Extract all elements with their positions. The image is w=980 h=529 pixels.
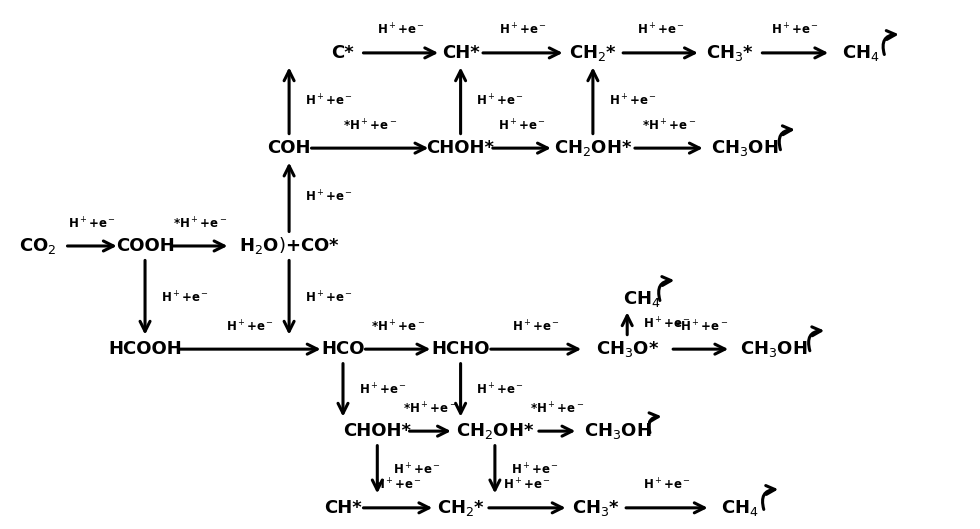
Text: H$_2$O$)$+CO*: H$_2$O$)$+CO*: [239, 235, 339, 257]
Text: CH$_3$OH: CH$_3$OH: [583, 421, 652, 441]
Text: *H$^+$+e$^-$: *H$^+$+e$^-$: [673, 319, 728, 334]
Text: CH$_2$*: CH$_2$*: [568, 43, 617, 63]
Text: H$^+$+e$^-$: H$^+$+e$^-$: [513, 319, 560, 334]
Text: H$^+$+e$^-$: H$^+$+e$^-$: [305, 290, 353, 305]
Text: CH$_3$O*: CH$_3$O*: [596, 339, 659, 359]
Text: *H$^+$+e$^-$: *H$^+$+e$^-$: [530, 401, 584, 416]
Text: CH$_4$: CH$_4$: [623, 289, 661, 309]
Text: *H$^+$+e$^-$: *H$^+$+e$^-$: [343, 118, 397, 133]
Text: CHOH*: CHOH*: [343, 422, 412, 440]
Text: CH$_2$OH*: CH$_2$OH*: [456, 421, 534, 441]
Text: HCHO: HCHO: [431, 340, 490, 358]
Text: CH*: CH*: [324, 499, 362, 517]
Text: H$^+$+e$^-$: H$^+$+e$^-$: [643, 316, 691, 331]
Text: *H$^+$+e$^-$: *H$^+$+e$^-$: [370, 319, 425, 334]
Text: *H$^+$+e$^-$: *H$^+$+e$^-$: [403, 401, 458, 416]
Text: H$^+$+e$^-$: H$^+$+e$^-$: [305, 189, 353, 205]
Text: CH$_4$: CH$_4$: [721, 498, 759, 518]
Text: H$^+$+e$^-$: H$^+$+e$^-$: [609, 93, 657, 108]
Text: HCO: HCO: [321, 340, 365, 358]
Text: H$^+$+e$^-$: H$^+$+e$^-$: [377, 23, 424, 38]
Text: H$^+$+e$^-$: H$^+$+e$^-$: [511, 462, 559, 477]
Text: CH$_3$*: CH$_3$*: [571, 498, 620, 518]
Text: H$^+$+e$^-$: H$^+$+e$^-$: [393, 462, 441, 477]
Text: H$^+$+e$^-$: H$^+$+e$^-$: [161, 290, 209, 305]
Text: H$^+$+e$^-$: H$^+$+e$^-$: [771, 23, 819, 38]
Text: CH$_4$: CH$_4$: [842, 43, 879, 63]
Text: H$^+$+e$^-$: H$^+$+e$^-$: [69, 216, 116, 231]
Text: H$^+$+e$^-$: H$^+$+e$^-$: [476, 382, 524, 398]
Text: *H$^+$+e$^-$: *H$^+$+e$^-$: [173, 216, 227, 231]
Text: H$^+$+e$^-$: H$^+$+e$^-$: [305, 93, 353, 108]
Text: H$^+$+e$^-$: H$^+$+e$^-$: [499, 23, 547, 38]
Text: H$^+$+e$^-$: H$^+$+e$^-$: [226, 319, 274, 334]
Text: HCOOH: HCOOH: [108, 340, 182, 358]
Text: H$^+$+e$^-$: H$^+$+e$^-$: [637, 23, 684, 38]
Text: H$^+$+e$^-$: H$^+$+e$^-$: [476, 93, 524, 108]
Text: H$^+$+e$^-$: H$^+$+e$^-$: [643, 478, 691, 493]
Text: CHOH*: CHOH*: [426, 139, 495, 157]
Text: CO$_2$: CO$_2$: [19, 236, 56, 256]
Text: *H$^+$+e$^-$: *H$^+$+e$^-$: [642, 118, 696, 133]
Text: H$^+$+e$^-$: H$^+$+e$^-$: [498, 118, 546, 133]
Text: H$^+$+e$^-$: H$^+$+e$^-$: [504, 478, 551, 493]
Text: COH: COH: [268, 139, 311, 157]
Text: CH$_3$*: CH$_3$*: [706, 43, 755, 63]
Text: CH$_3$OH: CH$_3$OH: [710, 138, 779, 158]
Text: H$^+$+e$^-$: H$^+$+e$^-$: [374, 478, 421, 493]
Text: CH$_2$OH*: CH$_2$OH*: [554, 138, 632, 158]
Text: H$^+$+e$^-$: H$^+$+e$^-$: [359, 382, 407, 398]
Text: COOH: COOH: [116, 237, 174, 255]
Text: CH$_2$*: CH$_2$*: [436, 498, 485, 518]
Text: C*: C*: [331, 44, 355, 62]
Text: CH*: CH*: [442, 44, 479, 62]
Text: CH$_3$OH: CH$_3$OH: [740, 339, 808, 359]
